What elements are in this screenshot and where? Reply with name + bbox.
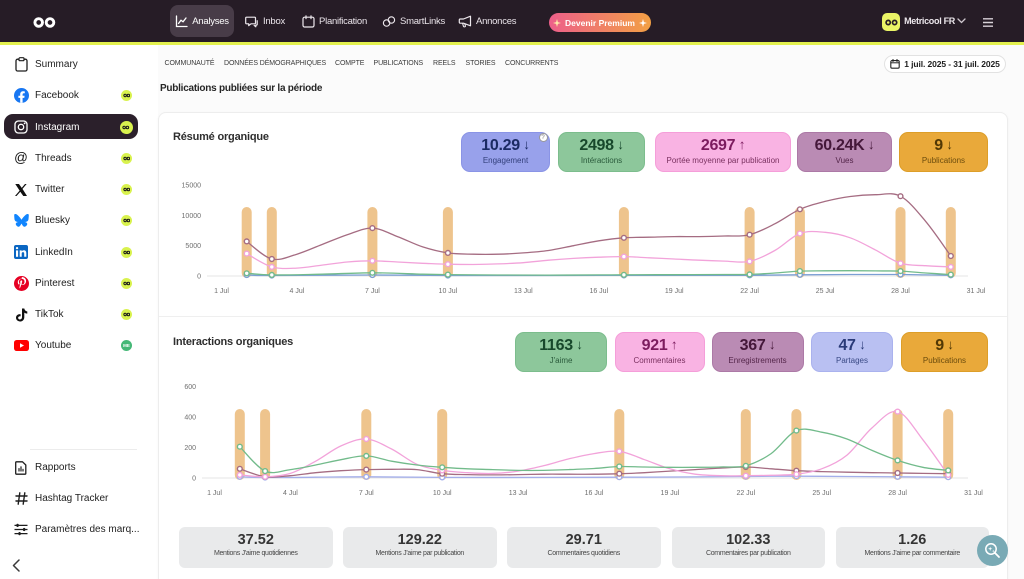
svg-text:@: @: [14, 151, 28, 165]
